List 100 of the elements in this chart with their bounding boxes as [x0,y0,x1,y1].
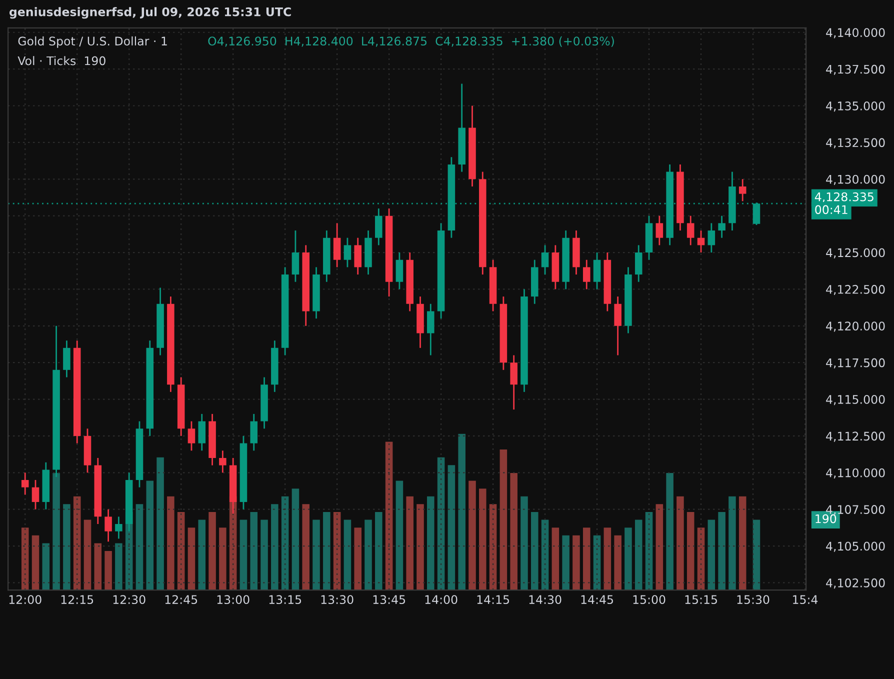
x-tick-label: 15:4 [793,595,818,604]
bar [281,496,289,590]
candlestick [104,508,112,542]
bar [530,512,538,590]
bar [728,496,736,590]
candlestick [697,230,705,254]
x-tick-label: 13:30 [321,595,354,604]
bar [656,504,664,590]
y-tick-label: 4,115.000 [826,394,885,406]
bar [312,520,320,590]
bar [156,457,164,590]
bar [686,512,694,590]
bar [614,535,622,590]
bar [104,551,112,590]
bar [84,520,92,590]
bar [468,480,476,590]
y-tick-label: 4,105.000 [826,542,885,552]
x-tick-label: 15:30 [737,595,770,604]
x-tick-label: 12:30 [113,595,146,604]
bar [541,520,549,590]
bar [344,520,352,590]
bar [364,520,372,590]
x-tick-label: 12:00 [9,595,42,604]
candlestick [718,215,726,239]
candlestick [634,244,642,283]
bar [738,496,746,590]
candlestick [593,252,601,290]
bar [552,528,560,590]
bar [219,528,226,590]
candlestick [656,215,664,246]
candlestick [344,237,352,268]
y-tick-label: 4,102.500 [826,578,885,589]
bar [250,512,258,590]
bar [42,543,50,590]
bar [708,520,716,590]
candlestick [614,296,622,356]
x-tick-label: 15:00 [633,595,666,604]
candlestick [510,354,518,410]
bar [510,472,518,590]
y-tick-label: 4,120.000 [826,322,885,332]
bar [697,528,705,590]
candlestick [708,222,716,254]
candlestick [333,222,341,268]
bar [240,520,248,590]
bar [572,535,580,590]
x-tick-label: 14:00 [425,595,458,604]
bar [375,512,382,590]
bar [604,528,612,590]
text: 00:41 [815,205,848,214]
x-tick-label: 13:45 [373,595,406,604]
bar [21,528,29,590]
y-tick-label: 4,132.500 [826,138,885,148]
bar [666,472,674,590]
y-tick-label: 4,107.500 [826,505,885,516]
bar [489,504,497,590]
candlestick [375,208,382,246]
candlestick [292,230,300,283]
candlestick [250,413,258,452]
x-tick-label: 12:45 [165,595,198,604]
candlestick [188,420,196,452]
bar [478,488,486,590]
bar [208,512,216,590]
candlestick [219,450,226,474]
bar [396,480,404,590]
bar [406,496,414,590]
bar [752,520,760,590]
y-tick-label: 4,122.500 [826,284,885,296]
x-tick-label: 14:15 [477,595,510,604]
y-tick-label: 4,140.000 [826,28,885,38]
y-tick-label: 4,137.500 [826,64,885,75]
candlestick [32,479,40,510]
text: O4,126.950 H4,128.400 L4,126.875 C4,128.335 +1.380 (+0.03%) [208,36,614,47]
bar [624,528,632,590]
candlestick [738,178,746,202]
bar [292,488,300,590]
bar [562,535,570,590]
y-tick-label: 4,110.000 [826,468,885,479]
bar [198,520,206,590]
bar [448,465,456,590]
y-tick-label: 4,130.000 [826,174,885,185]
bar [146,480,154,590]
bar [32,535,40,590]
candlestick [21,472,29,496]
x-tick-label: 14:45 [581,595,613,604]
bar [458,434,466,590]
x-tick-label: 13:15 [269,595,302,604]
x-tick-label: 14:30 [529,595,562,604]
bar [354,528,362,590]
text: geniusdesignerfsd, Jul 09, 2026 15:31 UTC [9,7,291,19]
y-tick-label: 4,125.000 [826,248,885,258]
bar [94,543,102,590]
bar [582,528,590,590]
bar [333,512,341,590]
candlestick [198,413,206,452]
candlestick [63,340,70,378]
bar [188,528,196,590]
annotation: Vol · Ticks 190 [18,56,106,66]
bar [52,472,60,590]
y-tick-label: 4,117.500 [826,358,885,368]
bar [73,496,81,590]
